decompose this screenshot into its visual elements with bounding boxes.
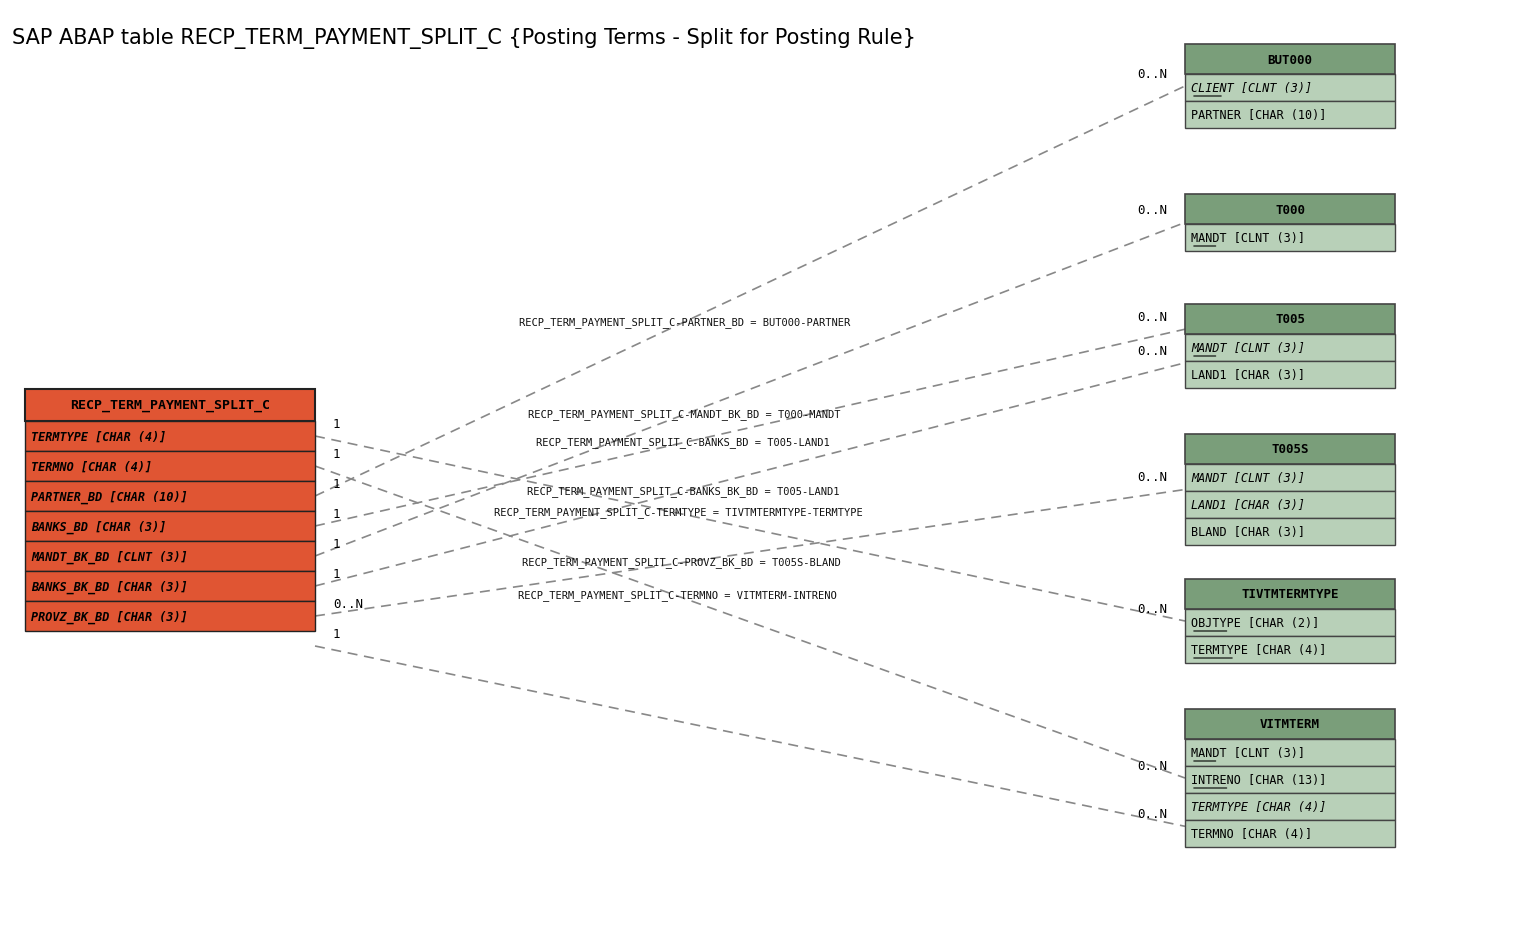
Bar: [1185, 609, 1394, 636]
Bar: [1185, 44, 1394, 75]
Bar: [1185, 579, 1394, 609]
Bar: [1185, 709, 1394, 739]
Text: RECP_TERM_PAYMENT_SPLIT_C-BANKS_BK_BD = T005-LAND1: RECP_TERM_PAYMENT_SPLIT_C-BANKS_BK_BD = …: [527, 486, 838, 496]
Bar: [1185, 195, 1394, 224]
Bar: [1185, 305, 1394, 335]
Text: TERMTYPE [CHAR (4)]: TERMTYPE [CHAR (4)]: [1191, 800, 1326, 813]
Bar: [24, 389, 314, 422]
Text: SAP ABAP table RECP_TERM_PAYMENT_SPLIT_C {Posting Terms - Split for Posting Rule: SAP ABAP table RECP_TERM_PAYMENT_SPLIT_C…: [12, 28, 916, 49]
Text: TERMTYPE [CHAR (4)]: TERMTYPE [CHAR (4)]: [30, 430, 167, 443]
Text: RECP_TERM_PAYMENT_SPLIT_C-TERMTYPE = TIVTMTERMTYPE-TERMTYPE: RECP_TERM_PAYMENT_SPLIT_C-TERMTYPE = TIV…: [494, 507, 863, 518]
Bar: [24, 571, 314, 602]
Text: MANDT [CLNT (3)]: MANDT [CLNT (3)]: [1191, 746, 1305, 759]
Text: INTRENO [CHAR (13)]: INTRENO [CHAR (13)]: [1191, 773, 1326, 786]
Text: RECP_TERM_PAYMENT_SPLIT_C-MANDT_BK_BD = T000-MANDT: RECP_TERM_PAYMENT_SPLIT_C-MANDT_BK_BD = …: [527, 409, 840, 420]
Text: 0..N: 0..N: [1138, 311, 1167, 324]
Bar: [24, 422, 314, 451]
Bar: [1185, 335, 1394, 362]
Bar: [1185, 767, 1394, 794]
Text: 1: 1: [333, 538, 340, 551]
Bar: [1185, 435, 1394, 464]
Text: MANDT [CLNT (3)]: MANDT [CLNT (3)]: [1191, 342, 1305, 355]
Text: CLIENT [CLNT (3)]: CLIENT [CLNT (3)]: [1191, 82, 1312, 95]
Text: LAND1 [CHAR (3)]: LAND1 [CHAR (3)]: [1191, 369, 1305, 382]
Text: MANDT [CLNT (3)]: MANDT [CLNT (3)]: [1191, 232, 1305, 245]
Text: LAND1 [CHAR (3)]: LAND1 [CHAR (3)]: [1191, 499, 1305, 512]
Text: 0..N: 0..N: [333, 597, 363, 610]
Bar: [1185, 491, 1394, 518]
Text: 1: 1: [333, 477, 340, 490]
Text: 0..N: 0..N: [1138, 471, 1167, 484]
Text: 1: 1: [333, 417, 340, 430]
Bar: [24, 602, 314, 631]
Text: MANDT_BK_BD [CLNT (3)]: MANDT_BK_BD [CLNT (3)]: [30, 550, 188, 563]
Text: RECP_TERM_PAYMENT_SPLIT_C-BANKS_BD = T005-LAND1: RECP_TERM_PAYMENT_SPLIT_C-BANKS_BD = T00…: [536, 437, 829, 448]
Bar: [24, 481, 314, 512]
Text: BANKS_BK_BD [CHAR (3)]: BANKS_BK_BD [CHAR (3)]: [30, 579, 188, 593]
Text: PARTNER [CHAR (10)]: PARTNER [CHAR (10)]: [1191, 108, 1326, 121]
Text: RECP_TERM_PAYMENT_SPLIT_C-TERMNO = VITMTERM-INTRENO: RECP_TERM_PAYMENT_SPLIT_C-TERMNO = VITMT…: [518, 590, 837, 601]
Text: T005: T005: [1274, 313, 1305, 326]
Text: 1: 1: [333, 567, 340, 580]
Text: 0..N: 0..N: [1138, 603, 1167, 616]
Bar: [1185, 464, 1394, 491]
Text: T005S: T005S: [1271, 443, 1309, 456]
Text: TERMNO [CHAR (4)]: TERMNO [CHAR (4)]: [1191, 827, 1312, 840]
Text: VITMTERM: VITMTERM: [1259, 717, 1320, 730]
Bar: [1185, 794, 1394, 820]
Text: 0..N: 0..N: [1138, 345, 1167, 358]
Bar: [1185, 362, 1394, 388]
Text: 1: 1: [333, 448, 340, 461]
Bar: [1185, 518, 1394, 545]
Bar: [24, 512, 314, 541]
Text: BANKS_BD [CHAR (3)]: BANKS_BD [CHAR (3)]: [30, 520, 167, 533]
Text: PARTNER_BD [CHAR (10)]: PARTNER_BD [CHAR (10)]: [30, 489, 188, 503]
Bar: [1185, 820, 1394, 847]
Text: TERMTYPE [CHAR (4)]: TERMTYPE [CHAR (4)]: [1191, 643, 1326, 656]
Text: 1: 1: [333, 628, 340, 641]
Text: MANDT [CLNT (3)]: MANDT [CLNT (3)]: [1191, 472, 1305, 485]
Text: BLAND [CHAR (3)]: BLAND [CHAR (3)]: [1191, 526, 1305, 539]
Text: RECP_TERM_PAYMENT_SPLIT_C-PARTNER_BD = BUT000-PARTNER: RECP_TERM_PAYMENT_SPLIT_C-PARTNER_BD = B…: [519, 317, 851, 327]
Bar: [24, 541, 314, 571]
Text: PROVZ_BK_BD [CHAR (3)]: PROVZ_BK_BD [CHAR (3)]: [30, 610, 188, 623]
Text: TERMNO [CHAR (4)]: TERMNO [CHAR (4)]: [30, 460, 152, 473]
Text: T000: T000: [1274, 203, 1305, 216]
Text: BUT000: BUT000: [1267, 54, 1312, 67]
Text: 0..N: 0..N: [1138, 204, 1167, 217]
Text: TIVTMTERMTYPE: TIVTMTERMTYPE: [1241, 588, 1338, 601]
Text: 1: 1: [333, 507, 340, 520]
Bar: [24, 451, 314, 481]
Bar: [1185, 739, 1394, 767]
Bar: [1185, 224, 1394, 252]
Bar: [1185, 102, 1394, 129]
Bar: [1185, 75, 1394, 102]
Text: RECP_TERM_PAYMENT_SPLIT_C: RECP_TERM_PAYMENT_SPLIT_C: [70, 399, 270, 413]
Text: 0..N: 0..N: [1138, 68, 1167, 81]
Text: 0..N: 0..N: [1138, 807, 1167, 820]
Text: RECP_TERM_PAYMENT_SPLIT_C-PROVZ_BK_BD = T005S-BLAND: RECP_TERM_PAYMENT_SPLIT_C-PROVZ_BK_BD = …: [523, 556, 842, 567]
Text: 0..N: 0..N: [1138, 759, 1167, 772]
Bar: [1185, 636, 1394, 664]
Text: OBJTYPE [CHAR (2)]: OBJTYPE [CHAR (2)]: [1191, 616, 1318, 629]
